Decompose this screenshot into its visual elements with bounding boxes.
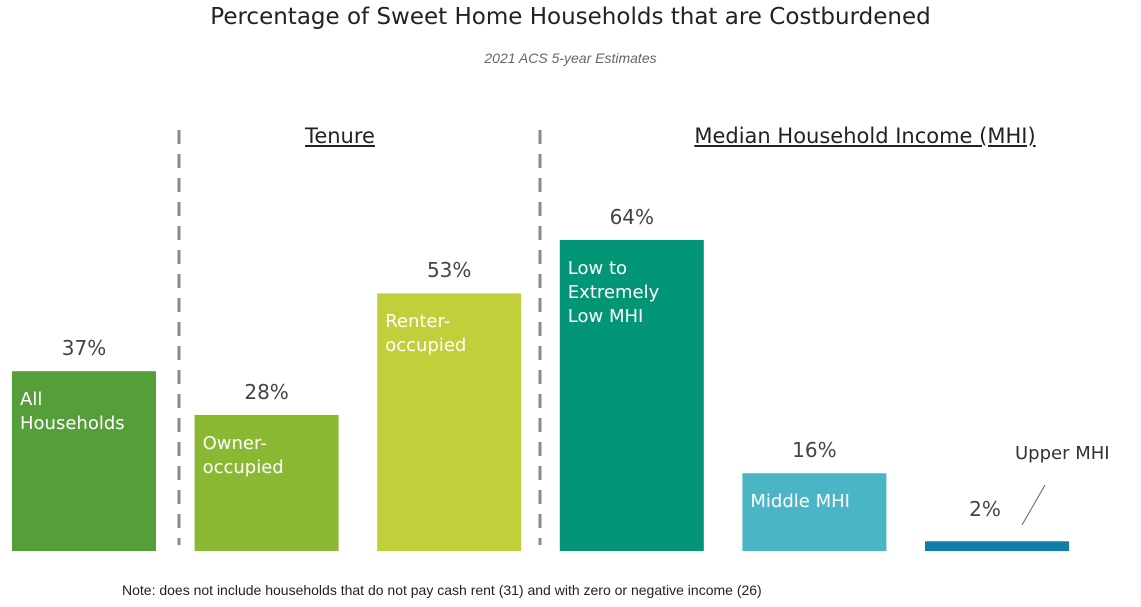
category-label: Low to Extremely Low MHI — [567, 257, 660, 327]
category-label: Owner-occupied — [202, 432, 284, 478]
note: Note: does not include households that d… — [122, 582, 762, 598]
category-label: All Households — [20, 389, 125, 435]
value-label: 37% — [61, 336, 107, 361]
bar — [925, 541, 1069, 551]
group-label: Tenure — [305, 124, 375, 148]
value-label: 2% — [969, 497, 1001, 522]
bar — [194, 414, 339, 551]
value-label: 64% — [609, 204, 655, 229]
bar — [559, 239, 704, 551]
category-label: Middle MHI — [750, 491, 850, 513]
category-label: Renter-occupied — [385, 311, 467, 357]
value-label: 28% — [244, 379, 289, 404]
chart-title: Percentage of Sweet Home Households that… — [210, 4, 931, 30]
bar — [742, 473, 887, 551]
value-label: 16% — [792, 438, 837, 463]
value-label: 53% — [426, 258, 472, 283]
bar — [377, 293, 522, 551]
leader-line — [1021, 484, 1046, 526]
chart-subtitle: 2021 ACS 5-year Estimates — [484, 50, 657, 66]
group-label: Median Household Income (MHI) — [694, 124, 1036, 148]
bar — [12, 371, 156, 551]
category-label: Upper MHI — [1015, 443, 1110, 465]
